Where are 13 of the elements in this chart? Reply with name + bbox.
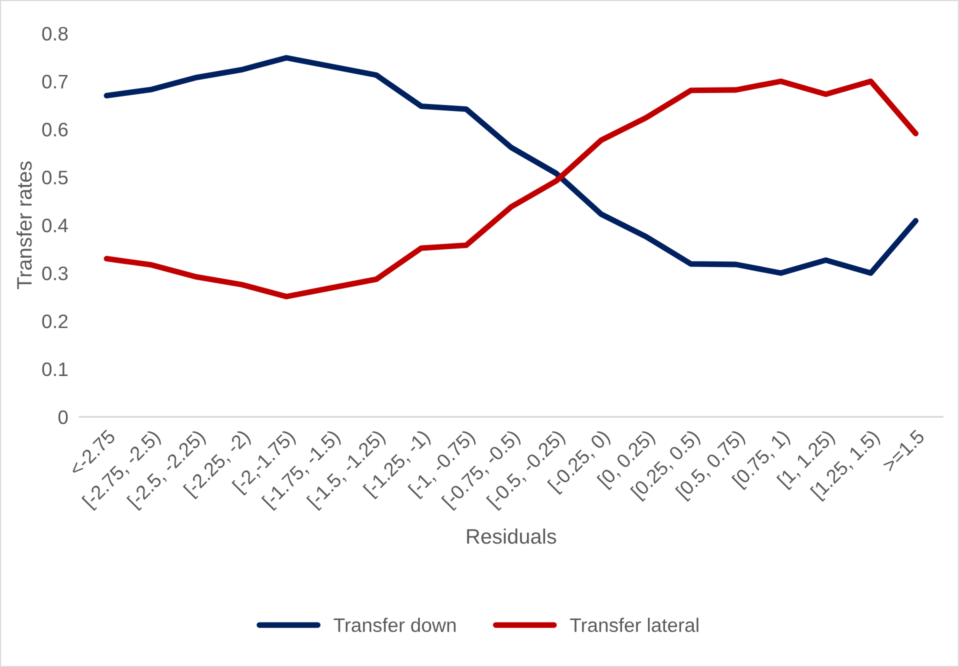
y-tick-label: 0 bbox=[58, 410, 68, 424]
y-tick-label: 0.4 bbox=[42, 218, 68, 232]
x-axis-title: Residuals bbox=[467, 528, 556, 544]
y-tick-label: 0.6 bbox=[42, 122, 68, 136]
y-tick-label: 0.8 bbox=[42, 26, 68, 41]
legend-label: Transfer lateral bbox=[570, 618, 698, 632]
y-axis-title: Transfer rates bbox=[16, 161, 32, 290]
y-tick-label: 0.7 bbox=[42, 74, 68, 89]
y-tick-label: 0.1 bbox=[42, 362, 68, 376]
y-tick-label: 0.5 bbox=[42, 170, 68, 184]
y-tick-label: 0.3 bbox=[42, 266, 68, 280]
legend-label: Transfer down bbox=[334, 618, 456, 632]
y-tick-label: 0.2 bbox=[42, 314, 68, 328]
